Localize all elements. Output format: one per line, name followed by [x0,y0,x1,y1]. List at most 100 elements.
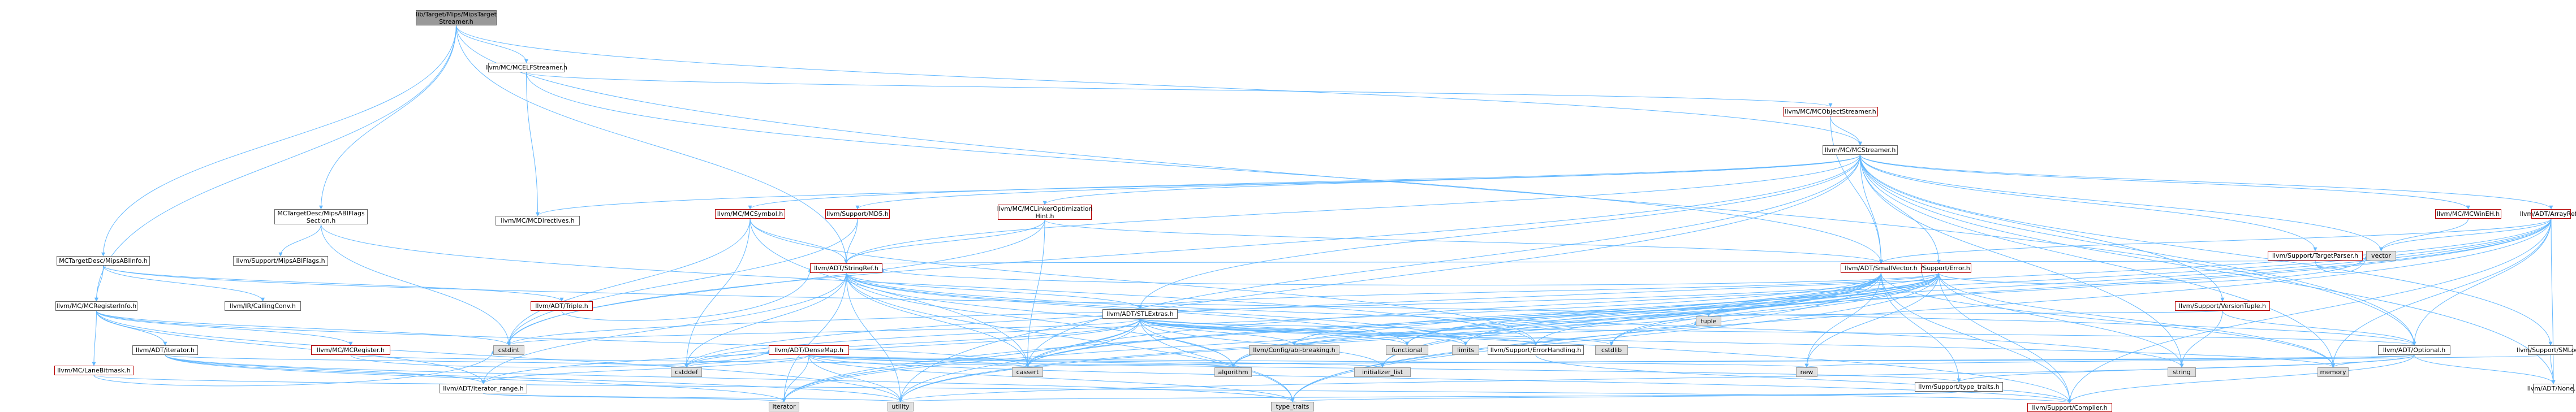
edge-stlextras-to-errorhandling [1140,318,1538,346]
node-llvm-mc-mcobjectstreamer-h[interactable]: llvm/MC/MCObjectStreamer.h [1783,107,1878,116]
edge-mcstreamer-to-vector [1860,154,2383,251]
edge-supporterror-to-cstdint [507,272,1939,346]
node-llvm-mc-mcdirectives-h[interactable]: llvm/MC/MCDirectives.h [496,216,580,225]
node-llvm-mc-mcsymbol-h[interactable]: llvm/MC/MCSymbol.h [715,209,785,219]
edge-supporterror-to-memory [1939,272,2335,368]
edge-mcstreamer-to-cassert [1026,154,1860,368]
node-utility[interactable]: utility [888,402,914,411]
node-tuple[interactable]: tuple [1696,316,1721,326]
node-llvm-mc-mclinkeroptimization-hint-h[interactable]: llvm/MC/MCLinkerOptimization Hint.h [997,205,1093,220]
edge-mcstreamer-to-winehm [1860,154,2470,210]
node-new[interactable]: new [1796,367,1817,377]
edge-densemap-to-initlist [808,354,1384,368]
edge-arrayref-to-initlist [1380,218,2552,368]
edge-stlextras-to-abi_breaking [1140,318,1296,346]
edge-mcstreamer-to-adtoptional [1860,154,2416,346]
node-llvm-mc-lanebitmask-h[interactable]: llvm/MC/LaneBitmask.h [54,366,133,375]
node-llvm-adt-smallvector-h[interactable]: llvm/ADT/SmallVector.h [1841,263,1922,273]
node-llvm-adt-iterator-h[interactable]: llvm/ADT/iterator.h [132,345,198,355]
edge-adtoptional-to-cassert [1026,354,2415,368]
node-cstdlib[interactable]: cstdlib [1595,345,1628,355]
edge-mcreginfo-to-iterrange [96,310,485,384]
node-llvm-ir-callingconv-h[interactable]: llvm/IR/CallingConv.h [225,301,301,311]
edge-abiflags-to-cstdint [321,224,511,346]
edge-mcstreamer-to-arrayref [1860,154,2553,210]
node-llvm-adt-optional-h[interactable]: llvm/ADT/Optional.h [2378,345,2450,355]
node-llvm-support-type-traits-h[interactable]: llvm/Support/type_traits.h [1915,382,2003,392]
node-llvm-adt-stringref-h[interactable]: llvm/ADT/StringRef.h [810,263,882,273]
node-llvm-support-md5-h[interactable]: llvm/Support/MD5.h [825,209,890,219]
edge-stlextras-to-cstdlib [1140,318,1614,346]
edge-arrayref-to-smallvector [1879,218,2552,264]
edge-root-to-mcreginfo [94,25,456,302]
node-cassert[interactable]: cassert [1012,367,1043,377]
edge-root-to-mcstreamer [456,25,1862,146]
node-lib-target-mips-mipstarget-streamer-h[interactable]: lib/Target/Mips/MipsTarget Streamer.h [416,10,497,25]
node-cstdint[interactable]: cstdint [493,345,524,355]
node-mctargetdesc-mipsabiinfo-h[interactable]: MCTargetDesc/MipsABIInfo.h [57,256,150,266]
node-memory[interactable]: memory [2317,367,2349,377]
node-algorithm[interactable]: algorithm [1214,367,1252,377]
edge-arrayref-to-memory [2331,218,2552,368]
node-llvm-support-mipsabiflags-h[interactable]: llvm/Support/MipsABIFlags.h [233,256,328,266]
node-llvm-mc-mcregisterinfo-h[interactable]: llvm/MC/MCRegisterInfo.h [55,301,137,311]
node-type-traits[interactable]: type_traits [1271,402,1314,411]
edge-arrayref-to-vector [2379,218,2552,251]
edge-supporterror-to-utility [898,272,1939,402]
node-llvm-adt-triple-h[interactable]: llvm/ADT/Triple.h [531,301,593,311]
edge-stringref-to-compiler [846,272,2072,404]
node-initializer-list[interactable]: initializer_list [1354,367,1411,377]
node-iterator[interactable]: iterator [769,402,799,411]
edge-smallvector-to-memory [1881,272,2335,368]
edge-mcstreamer-to-linkeropt [1043,154,1860,205]
edge-arrayref-to-cstddef [684,218,2552,368]
edge-mcreginfo-to-utility [96,310,903,402]
edge-adtiterator-to-utility [165,354,903,402]
node-string[interactable]: string [2168,367,2196,377]
edge-mcreginfo-to-mcregister [96,310,353,346]
edge-adtiterator-to-iterrange [165,354,485,384]
node-llvm-mc-mcstreamer-h[interactable]: llvm/MC/MCStreamer.h [1823,145,1898,155]
edge-abiinfo-to-adtoptional [103,265,2416,346]
node-vector[interactable]: vector [2366,251,2396,261]
node-mctargetdesc-mipsabiflags-section-h[interactable]: MCTargetDesc/MipsABIFlags Section.h [274,209,368,224]
node-llvm-config-abi-breaking-h[interactable]: llvm/Config/abi-breaking.h [1249,345,1339,355]
edge-smallvector-to-compiler [1881,272,2072,404]
node-llvm-support-errorhandling-h[interactable]: llvm/Support/ErrorHandling.h [1488,345,1584,355]
node-llvm-support-compiler-h[interactable]: llvm/Support/Compiler.h [2027,403,2112,412]
node-llvm-adt-none-h[interactable]: llvm/ADT/None.h [2527,384,2576,393]
node-llvm-support-targetparser-h[interactable]: llvm/Support/TargetParser.h [2268,251,2363,261]
edge-stlextras-to-adtoptional [1140,318,2416,346]
node-llvm-support-error-h[interactable]: llvm/Support/Error.h [1906,263,1971,273]
edge-stlextras-to-initlist [1140,318,1385,368]
node-functional[interactable]: functional [1386,345,1428,355]
edge-stlextras-to-cstdint [507,318,1140,346]
node-llvm-adt-stlextras-h[interactable]: llvm/ADT/STLExtras.h [1102,309,1178,319]
edge-adtoptional-to-compiler [2067,354,2415,404]
node-llvm-mc-mcregister-h[interactable]: llvm/MC/MCRegister.h [311,345,390,355]
node-llvm-adt-iterator-range-h[interactable]: llvm/ADT/iterator_range.h [440,384,527,393]
edge-mcsymbol-to-errorhandling [749,218,1538,346]
edge-densemap-to-typetraits [808,354,1295,402]
node-llvm-adt-arrayref-h[interactable]: llvm/ADT/ArrayRef.h [2519,209,2576,219]
edge-mcregister-to-cassert [350,354,1029,368]
node-llvm-support-versiontuple-h[interactable]: llvm/Support/VersionTuple.h [2175,301,2270,311]
node-cstddef[interactable]: cstddef [671,367,702,377]
edge-targetparser-to-stringref [846,259,2316,264]
edge-supporterror-to-abi_breaking [1292,272,1939,346]
node-llvm-mc-mcwineh-h[interactable]: llvm/MC/MCWinEH.h [2435,209,2501,219]
edge-densemap-to-iterrange [481,354,809,384]
node-llvm-mc-mcelfstreamer-h[interactable]: llvm/MC/MCELFStreamer.h [485,63,567,72]
node-llvm-support-smloc-h[interactable]: llvm/Support/SMLoc.h [2517,345,2576,355]
edge-mcstreamer-to-stringref [844,154,1860,264]
node-limits[interactable]: limits [1452,345,1479,355]
edge-adtoptional-to-utility [898,354,2415,402]
edge-densemap-to-new [808,354,1808,368]
edge-mcregister-to-densemap [350,349,771,368]
edge-root-to-stringref [456,25,848,264]
edge-densemap-to-iterator [782,354,809,402]
node-llvm-adt-densemap-h[interactable]: llvm/ADT/DenseMap.h [769,345,849,355]
edge-arrayref-to-adtnone [2551,218,2556,384]
edge-stlextras-to-cstddef [684,318,1140,368]
edge-arrayref-to-algorithm [1231,218,2552,368]
